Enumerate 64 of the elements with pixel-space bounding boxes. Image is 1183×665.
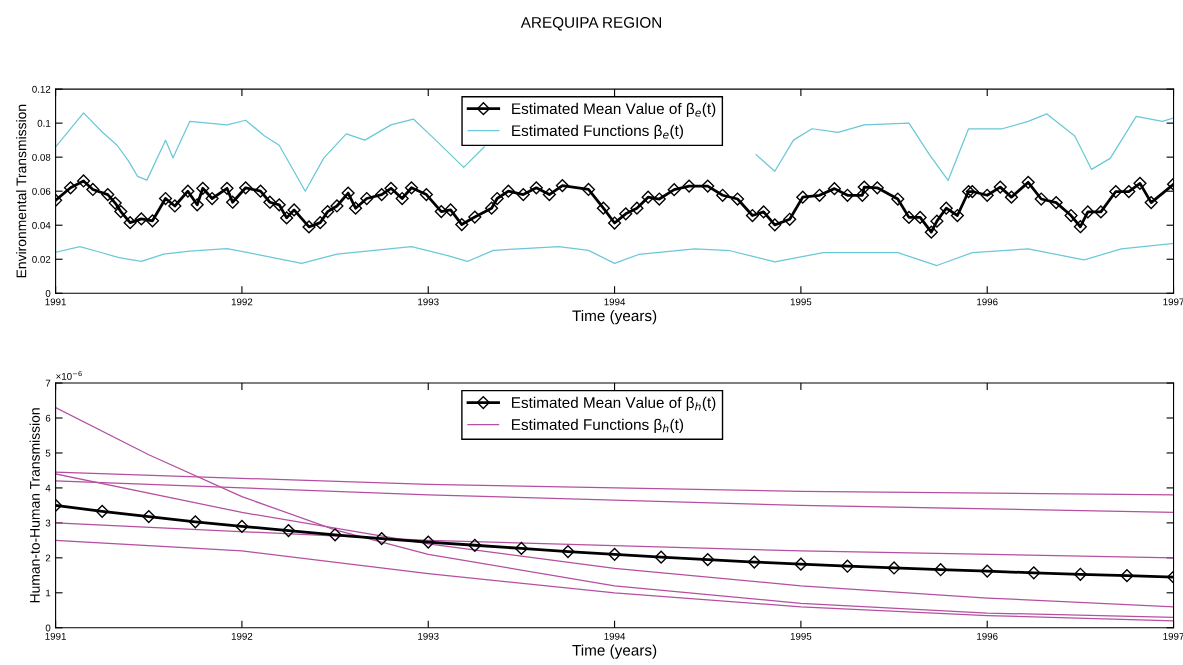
y-tick-label: 7 xyxy=(45,379,51,387)
y-axis-title: Human-to-Human Transmission xyxy=(29,408,40,603)
y-tick-label: 4 xyxy=(45,484,51,492)
point xyxy=(142,509,156,524)
point xyxy=(934,563,948,577)
point xyxy=(468,538,482,552)
x-tick-label: 1992 xyxy=(231,298,253,306)
point xyxy=(607,547,622,561)
y-tick-label: 1 xyxy=(46,589,51,597)
point xyxy=(281,523,296,538)
point xyxy=(421,535,435,549)
x-tick-label: 1996 xyxy=(977,298,998,306)
legend-label: Estimated Functions β$_{h}$(t) xyxy=(512,418,684,434)
point xyxy=(654,550,668,564)
line-series xyxy=(55,242,1174,267)
legend-label: Estimated Functions β$_{e}$(t) xyxy=(512,124,683,140)
y-tick-label: 0 xyxy=(45,290,51,297)
line-series xyxy=(55,522,1174,559)
point xyxy=(328,528,342,542)
x-tick-label: 1994 xyxy=(604,632,626,640)
x-tick-label: 1997 xyxy=(1163,632,1183,640)
point xyxy=(514,541,528,555)
point xyxy=(1073,567,1087,581)
x-tick-label: 1997 xyxy=(1163,298,1183,306)
point xyxy=(188,515,202,529)
y-tick-label: 0.06 xyxy=(32,187,51,195)
y-axis-title: Environmental Transmission xyxy=(16,104,27,278)
point xyxy=(980,564,994,578)
point xyxy=(375,532,389,546)
point xyxy=(840,559,855,573)
x-tick-label: 1995 xyxy=(790,298,812,306)
chart-title: AREQUIPA REGION xyxy=(520,17,661,31)
point xyxy=(1120,569,1134,583)
text: ×10$^{−6}$ xyxy=(56,370,82,380)
point xyxy=(794,557,808,571)
point xyxy=(701,552,715,567)
x-tick-label: 1995 xyxy=(790,632,812,640)
x-tick-label: 1993 xyxy=(418,298,439,306)
x-tick-label: 1991 xyxy=(45,298,66,306)
y-tick-label: 5 xyxy=(45,449,51,457)
y-tick-label: 0.04 xyxy=(32,221,51,229)
x-tick-label: 1992 xyxy=(231,632,253,640)
y-tick-label: 0.08 xyxy=(32,153,51,161)
y-tick-label: 2 xyxy=(45,554,51,562)
x-tick-label: 1994 xyxy=(604,298,626,306)
x-axis-title: Time (years) xyxy=(572,309,657,325)
point xyxy=(561,544,575,559)
point xyxy=(95,504,109,518)
x-tick-label: 1996 xyxy=(977,632,998,640)
x-axis-title: Time (years) xyxy=(572,644,657,659)
point xyxy=(235,519,249,533)
y-tick-label: 6 xyxy=(45,414,51,422)
y-tick-label: 0.12 xyxy=(32,85,51,93)
point xyxy=(887,561,901,575)
x-tick-label: 1993 xyxy=(418,632,439,640)
y-tick-label: 0.02 xyxy=(32,255,51,263)
point xyxy=(1027,566,1041,580)
legend-label: Estimated Mean Value of β$_{h}$(t) xyxy=(512,396,716,412)
y-tick-label: 0.1 xyxy=(37,119,51,127)
y-tick-label: 3 xyxy=(45,519,51,527)
y-tick-label: 0 xyxy=(45,624,51,632)
legend-label: Estimated Mean Value of β$_{e}$(t) xyxy=(512,102,716,118)
point xyxy=(747,555,761,569)
x-tick-label: 1991 xyxy=(45,632,66,640)
